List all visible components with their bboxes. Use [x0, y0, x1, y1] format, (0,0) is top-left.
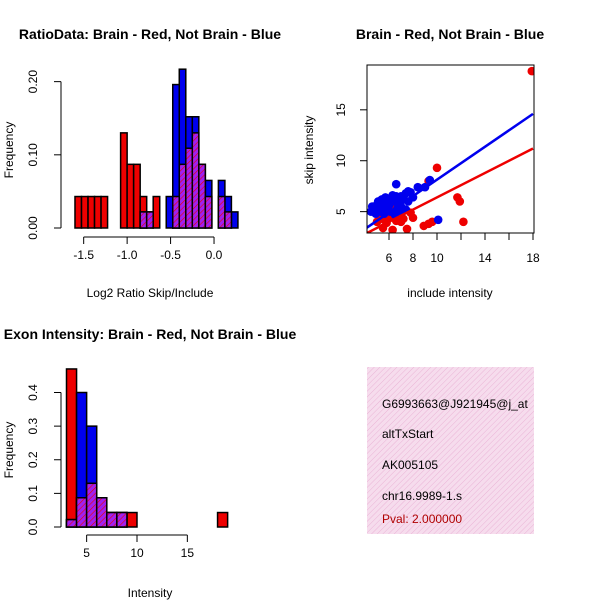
intensity-histogram-ylabel: Frequency [2, 422, 16, 479]
ratio-histogram-bar-overlap-1 [145, 211, 154, 229]
ratio-histogram-bar-brain-7 [132, 163, 141, 229]
ratio-histogram-bar-not-brain-11 [230, 211, 239, 229]
ratio-histogram-axes: -1.5 -1.0 -0.5 0.0 0.00 0.10 0.20 [26, 70, 223, 262]
scatter-point-not-brain-18 [391, 179, 401, 189]
info-panel: G6993663@J921945@j_at altTxStart AK00510… [367, 367, 600, 534]
scatter-point-brain-21 [396, 217, 406, 227]
scatter-point-not-brain-39 [378, 203, 388, 212]
ratio-histogram-bar-overlap-5 [191, 132, 200, 229]
ratio-histogram-bar-not-brain-2 [165, 195, 174, 229]
ratio-histogram-x-tick-label: 0.0 [206, 248, 223, 262]
intensity-scatter-y-tick-label: 5 [334, 208, 348, 215]
scatter-point-brain-1 [432, 163, 442, 173]
intensity-histogram-xlabel: Intensity [128, 586, 173, 600]
intensity-histogram-bar-brain-6 [126, 511, 138, 528]
ratio-histogram-bar-brain-5 [119, 132, 128, 229]
intensity-scatter-title: Brain - Red, Not Brain - Blue [356, 26, 544, 42]
intensity-histogram-bar-overlap-2 [85, 482, 98, 528]
ratio-histogram-bar-overlap-6 [198, 163, 207, 229]
scatter-point-brain-8 [419, 221, 429, 231]
info-accession: AK005105 [382, 458, 438, 472]
ratio-histogram-y-tick-label: 0.10 [26, 143, 40, 167]
intensity-scatter-x-tick-label: 14 [478, 251, 492, 265]
ratio-histogram-bar-overlap-0 [139, 211, 148, 229]
intensity-scatter-plot-area [367, 66, 534, 233]
info-pval: Pval: 2.000000 [382, 512, 462, 526]
scatter-point-not-brain-19 [413, 182, 423, 192]
intensity-scatter-ylabel: skip intensity [302, 116, 316, 185]
ratio-histogram-x-tick-label: -1.0 [117, 248, 138, 262]
intensity-histogram-bars [65, 368, 229, 528]
intensity-histogram-x-tick-label: 10 [130, 546, 144, 560]
intensity-scatter-x-tick-label: 18 [526, 251, 540, 265]
info-event-type: altTxStart [382, 427, 434, 441]
intensity-histogram-y-tick-label: 0.3 [26, 417, 40, 434]
scatter-fit-line-red [367, 147, 534, 233]
intensity-histogram-y-tick-label: 0.0 [26, 518, 40, 535]
intensity-scatter-x-tick-label: 6 [386, 251, 393, 265]
intensity-histogram-axes: 5 10 15 0.0 0.1 0.2 0.3 0.4 [26, 384, 194, 560]
intensity-histogram-y-tick-label: 0.2 [26, 451, 40, 468]
intensity-histogram-panel: Exon Intensity: Brain - Red, Not Brain -… [2, 326, 296, 600]
intensity-histogram-x-tick-label: 5 [83, 546, 90, 560]
intensity-histogram-bar-overlap-4 [106, 511, 118, 528]
ratio-histogram-bar-brain-9 [152, 195, 161, 229]
ratio-histogram-ylabel: Frequency [2, 122, 16, 179]
info-location: chr16.9989-1.s [382, 489, 462, 503]
intensity-histogram-title: Exon Intensity: Brain - Red, Not Brain -… [4, 326, 297, 342]
ratio-histogram-bar-brain-4 [100, 195, 109, 229]
scatter-point-brain-9 [402, 224, 412, 233]
intensity-histogram-bar-overlap-3 [95, 497, 108, 528]
intensity-histogram-bar-brain-0 [65, 368, 78, 528]
info-panel-clip-mask [534, 367, 600, 534]
ratio-histogram-bar-brain-3 [93, 195, 102, 229]
ratio-histogram-title: RatioData: Brain - Red, Not Brain - Blue [19, 26, 281, 42]
ratio-histogram-bar-brain-1 [80, 195, 89, 229]
ratio-histogram-bar-overlap-3 [178, 163, 187, 229]
intensity-histogram-bar-overlap-1 [75, 497, 88, 528]
info-probe-id: G6993663@J921945@j_at [382, 397, 528, 411]
intensity-scatter-panel: Brain - Red, Not Brain - Blue 6 8 10 14 18 5 1… [302, 26, 544, 300]
intensity-scatter-y-tick-label: 10 [334, 154, 348, 168]
intensity-histogram-y-tick-label: 0.4 [26, 384, 40, 401]
ratio-histogram-bar-overlap-7 [204, 195, 213, 229]
intensity-scatter-y-tick-label: 15 [334, 103, 348, 117]
intensity-histogram-bar-overlap-5 [116, 511, 128, 528]
scatter-point-brain-10 [388, 225, 397, 233]
intensity-histogram-x-tick-label: 15 [181, 546, 195, 560]
intensity-scatter-xlabel: include intensity [407, 286, 492, 300]
ratio-histogram-y-tick-label: 0.00 [26, 216, 40, 240]
ratio-histogram-xlabel: Log2 Ratio Skip/Include [87, 286, 214, 300]
scatter-point-brain-0 [527, 66, 534, 76]
ratio-histogram-bar-brain-2 [87, 195, 96, 229]
scatter-point-not-brain-31 [381, 193, 390, 202]
ratio-histogram-y-tick-label: 0.20 [26, 70, 40, 94]
intensity-scatter-axes: 6 8 10 14 18 5 10 15 [334, 103, 540, 265]
scatter-point-not-brain-22 [433, 215, 443, 225]
intensity-histogram-bar-overlap-0 [65, 518, 78, 528]
ratio-histogram-bar-brain-6 [126, 163, 135, 229]
ratio-histogram-panel: RatioData: Brain - Red, Not Brain - Blue… [2, 26, 281, 300]
scatter-point-brain-4 [455, 197, 465, 206]
ratio-histogram-x-tick-label: -1.5 [73, 248, 94, 262]
ratio-histogram-bars [74, 68, 239, 229]
ratio-histogram-bar-overlap-9 [224, 211, 233, 229]
ratio-histogram-bar-brain-0 [74, 195, 83, 229]
info-panel-background [367, 367, 534, 534]
scatter-point-brain-5 [459, 217, 468, 227]
ratio-histogram-bar-overlap-8 [217, 195, 226, 229]
scatter-fit-line-blue [367, 112, 534, 230]
scatter-point-not-brain-30 [373, 197, 383, 206]
ratio-histogram-bar-overlap-4 [185, 147, 194, 229]
intensity-histogram-y-tick-label: 0.1 [26, 485, 40, 502]
ratio-histogram-bar-overlap-2 [172, 195, 181, 229]
intensity-scatter-box [366, 64, 535, 234]
intensity-histogram-bar-brain-7 [216, 511, 229, 528]
scatter-point-not-brain-32 [388, 191, 397, 200]
intensity-scatter-x-tick-label: 10 [430, 251, 444, 265]
scatter-point-not-brain-29 [371, 209, 381, 218]
ratio-histogram-x-tick-label: -0.5 [160, 248, 181, 262]
intensity-scatter-x-tick-label: 8 [410, 251, 417, 265]
